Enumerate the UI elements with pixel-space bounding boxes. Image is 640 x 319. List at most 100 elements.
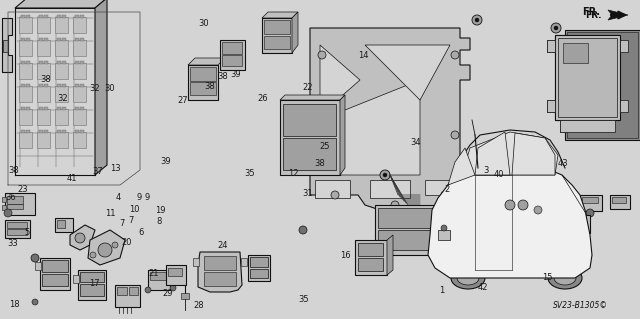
Bar [21,61,25,64]
Bar [62,107,66,110]
Polygon shape [88,230,125,265]
Polygon shape [95,0,107,175]
Ellipse shape [551,23,561,33]
Bar [129,287,138,295]
Ellipse shape [451,267,485,289]
Ellipse shape [457,271,479,285]
Text: 3: 3 [484,166,489,175]
Bar [19,63,32,79]
Bar [117,287,127,295]
Text: 28: 28 [193,301,204,310]
Text: 41: 41 [67,174,77,182]
Polygon shape [262,12,298,18]
Bar [57,38,61,41]
Bar [73,63,86,79]
Bar [26,130,30,133]
Bar [620,40,628,52]
Ellipse shape [90,252,96,258]
Bar [148,270,170,290]
Bar [19,132,32,148]
Polygon shape [475,132,510,175]
Text: 38: 38 [205,82,215,91]
Bar [39,61,43,64]
Bar [524,208,529,216]
Text: 11: 11 [105,209,115,218]
Ellipse shape [98,243,112,257]
Bar [355,240,387,275]
Bar [44,61,48,64]
Text: 4: 4 [116,193,121,202]
Ellipse shape [75,233,85,243]
Ellipse shape [472,15,482,25]
Bar [80,107,84,110]
Bar [57,220,65,228]
Bar [73,40,86,56]
Bar [204,272,236,286]
Bar [547,100,555,112]
Polygon shape [70,225,95,250]
Bar [80,84,84,87]
Ellipse shape [299,226,307,234]
Bar [547,40,555,52]
Ellipse shape [534,206,542,214]
Text: 7: 7 [129,216,134,225]
Bar [44,15,48,18]
Bar [75,15,79,18]
Bar [80,15,84,18]
Ellipse shape [31,254,39,262]
Text: 12: 12 [288,169,298,178]
Bar [220,40,245,70]
Text: 38: 38 [218,72,228,81]
Ellipse shape [621,103,627,109]
Bar [567,32,638,138]
Bar [150,272,166,280]
Bar [168,268,182,276]
Bar [80,61,84,64]
Text: 22: 22 [302,83,312,92]
Bar [55,63,68,79]
Bar [26,84,30,87]
Bar [560,120,615,132]
Text: 25: 25 [320,142,330,151]
Bar [378,230,446,250]
Bar [620,100,628,112]
Ellipse shape [391,201,399,209]
Text: 19: 19 [155,206,165,215]
Bar [248,255,270,281]
Polygon shape [512,133,555,175]
Ellipse shape [32,299,38,305]
Bar [563,43,588,63]
Bar [37,17,50,33]
Text: 7: 7 [119,219,124,228]
Ellipse shape [441,191,449,199]
Ellipse shape [548,103,554,109]
Bar [487,188,501,194]
Bar [582,197,598,203]
Bar [55,218,73,232]
Bar [222,55,242,66]
Bar [39,107,43,110]
Ellipse shape [554,26,558,30]
Bar [35,262,41,270]
Bar [80,272,104,282]
Polygon shape [188,58,225,65]
Bar [75,84,79,87]
Ellipse shape [4,209,12,217]
Bar [370,180,410,198]
Bar [21,38,25,41]
Bar [612,197,626,203]
Bar [55,86,68,102]
Bar [39,130,43,133]
Bar [80,130,84,133]
Bar [37,132,50,148]
Bar [44,84,48,87]
Ellipse shape [548,43,554,49]
Bar [222,42,242,54]
Bar [39,15,43,18]
Bar [570,215,590,233]
Bar [37,40,50,56]
Bar [264,20,290,34]
Bar [19,17,32,33]
Bar [57,107,61,110]
Text: 31: 31 [302,189,312,198]
